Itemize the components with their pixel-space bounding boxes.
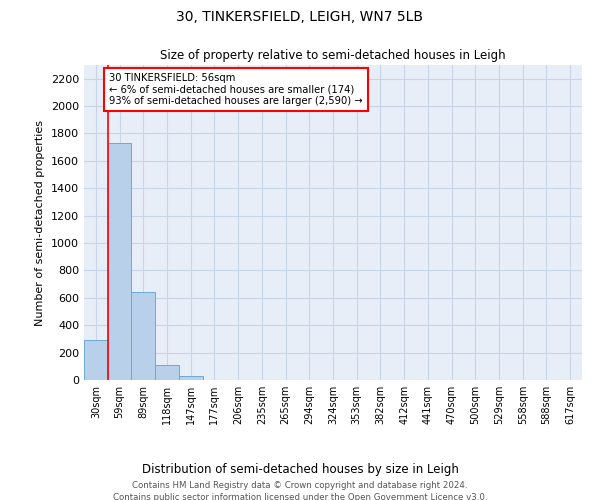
Title: Size of property relative to semi-detached houses in Leigh: Size of property relative to semi-detach… bbox=[160, 50, 506, 62]
Bar bbox=[84, 340, 108, 380]
Text: Contains public sector information licensed under the Open Government Licence v3: Contains public sector information licen… bbox=[113, 492, 487, 500]
Y-axis label: Number of semi-detached properties: Number of semi-detached properties bbox=[35, 120, 46, 326]
Text: Contains HM Land Registry data © Crown copyright and database right 2024.: Contains HM Land Registry data © Crown c… bbox=[132, 481, 468, 490]
Bar bbox=[155, 365, 179, 380]
Bar bbox=[108, 143, 131, 380]
Bar bbox=[131, 292, 155, 380]
Text: Distribution of semi-detached houses by size in Leigh: Distribution of semi-detached houses by … bbox=[142, 462, 458, 475]
Text: 30 TINKERSFIELD: 56sqm
← 6% of semi-detached houses are smaller (174)
93% of sem: 30 TINKERSFIELD: 56sqm ← 6% of semi-deta… bbox=[109, 73, 362, 106]
Bar bbox=[179, 376, 203, 380]
Text: 30, TINKERSFIELD, LEIGH, WN7 5LB: 30, TINKERSFIELD, LEIGH, WN7 5LB bbox=[176, 10, 424, 24]
